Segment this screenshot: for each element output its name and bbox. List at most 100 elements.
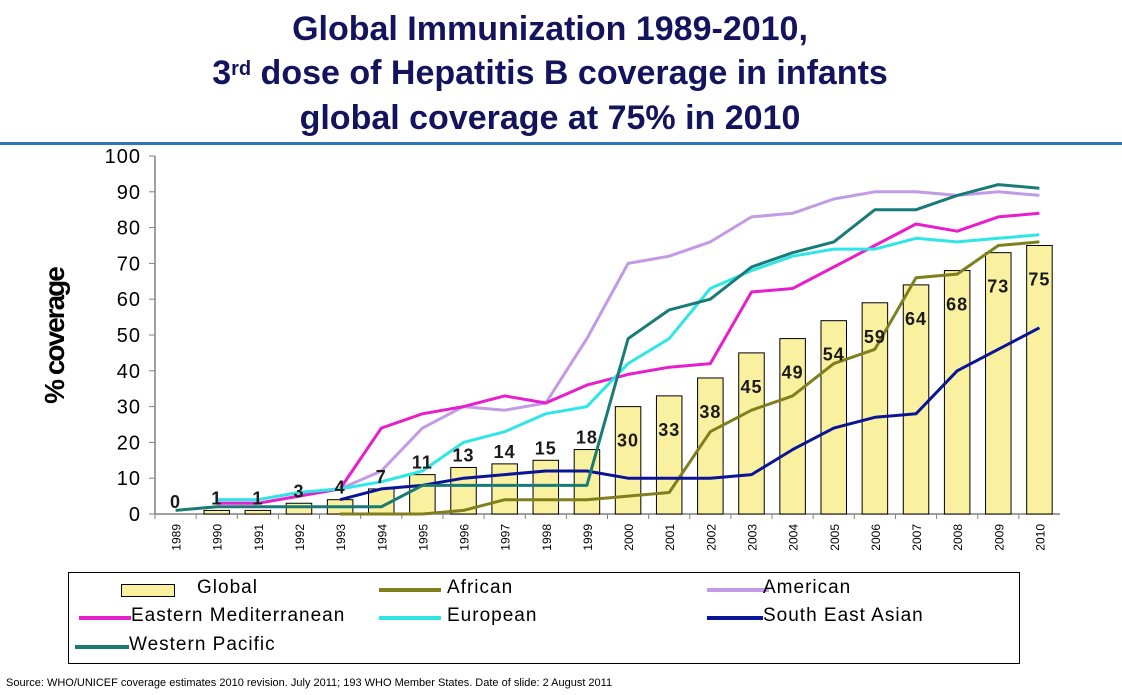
bar-global [738, 352, 765, 515]
bar-data-label: 18 [576, 428, 598, 448]
y-tick-label: 70 [117, 253, 141, 275]
legend-swatch-eastern-mediterranean [79, 616, 131, 620]
y-tick-label: 100 [105, 146, 141, 168]
y-tick-label: 40 [117, 361, 141, 383]
bar-global [820, 320, 848, 515]
x-tick-label: 2008 [951, 524, 965, 551]
legend-label-global: Global [197, 577, 258, 598]
x-tick-label: 1999 [581, 524, 595, 551]
legend-swatch-european [379, 616, 441, 620]
bar-data-label: 13 [453, 445, 475, 465]
x-tick-label: 2007 [910, 524, 924, 551]
bar-global [655, 395, 683, 515]
bar-data-label: 59 [864, 327, 886, 347]
x-tick-label: 2002 [704, 524, 718, 551]
x-tick-label: 1994 [375, 524, 389, 551]
legend-label-eastern-mediterranean: Eastern Mediterranean [131, 605, 346, 626]
x-tick-label: 2006 [869, 524, 883, 551]
series-line-south-east-asian [339, 326, 1041, 502]
x-tick-label: 2005 [828, 524, 842, 551]
bar-data-label: 0 [170, 492, 181, 512]
bar-data-label: 64 [905, 309, 927, 329]
bar-global [450, 466, 477, 515]
chart-title-line3: global coverage at 75% in 2010 [299, 99, 801, 137]
bar-data-label: 15 [535, 438, 557, 458]
y-tick-label: 10 [117, 468, 141, 490]
legend-label-south-east-asian: South East Asian [763, 605, 924, 626]
bar-global [203, 509, 230, 515]
x-tick-label: 1998 [540, 524, 554, 551]
x-tick-label: 1991 [252, 524, 266, 551]
x-tick-label: 2009 [992, 524, 1006, 551]
bar-data-label: 30 [617, 431, 639, 451]
title-divider [0, 142, 1122, 145]
bar-global [244, 509, 272, 515]
bar-global [985, 252, 1012, 515]
x-tick-label: 1992 [293, 524, 307, 551]
title-line2-post: dose of Hepatitis B coverage in infants [251, 54, 888, 92]
chart-title-line2: 3rd dose of Hepatitis B coverage in infa… [0, 52, 1100, 95]
legend-swatch-global [121, 584, 175, 597]
bar-data-label: 73 [987, 277, 1009, 297]
bar-global [943, 270, 971, 515]
x-tick-label: 1989 [170, 524, 184, 551]
x-tick-label: 2000 [622, 524, 636, 551]
y-tick-label: 20 [117, 432, 141, 454]
title-line2-sup: rd [231, 58, 252, 80]
bar-data-label: 1 [211, 488, 222, 508]
series-line-european [216, 233, 1040, 502]
bar-global [1026, 245, 1053, 515]
series-line-american [216, 190, 1040, 502]
x-tick-label: 1990 [211, 524, 225, 551]
series-line-african [340, 240, 1040, 516]
y-tick-label: 60 [117, 289, 141, 311]
bar-data-label: 7 [376, 467, 387, 487]
legend-swatch-african [379, 588, 441, 592]
bar-data-label: 33 [658, 420, 680, 440]
x-tick-label: 2003 [745, 524, 759, 551]
legend-label-american: American [763, 577, 852, 598]
bar-data-label: 1 [252, 488, 263, 508]
legend-label-african: African [447, 577, 514, 598]
x-tick-label: 2001 [663, 524, 677, 551]
x-tick-label: 1995 [416, 524, 430, 551]
legend-swatch-south-east-asian [707, 616, 763, 620]
bar-global [861, 302, 889, 515]
title-line2-pre: 3 [212, 54, 232, 92]
x-tick-label: 2010 [1033, 524, 1047, 551]
bar-data-label: 11 [412, 453, 433, 473]
bar-data-label: 68 [946, 295, 968, 315]
chart-legend: Global African American Eastern Mediterr… [68, 572, 1020, 664]
chart-title-line1: Global Immunization 1989-2010, [292, 10, 808, 48]
y-tick-label: 50 [117, 325, 141, 347]
y-tick-label: 90 [117, 182, 141, 204]
x-tick-label: 2004 [787, 524, 801, 551]
bar-data-label: 54 [823, 345, 845, 365]
y-tick-label: 0 [129, 504, 141, 526]
series-line-western-pacific [175, 183, 1040, 512]
bar-data-label: 45 [740, 377, 762, 397]
bar-global [285, 502, 313, 515]
legend-swatch-american [707, 588, 769, 592]
bar-global [779, 338, 806, 515]
legend-swatch-western-pacific [75, 645, 129, 649]
source-note: Source: WHO/UNICEF coverage estimates 20… [6, 677, 613, 689]
bar-data-label: 4 [335, 478, 346, 498]
x-tick-label: 1996 [458, 524, 472, 551]
bar-data-label: 75 [1028, 270, 1050, 290]
bar-global [409, 474, 436, 515]
bar-global [491, 463, 518, 515]
bar-data-label: 49 [782, 363, 804, 383]
bar-global [532, 459, 560, 515]
y-tick-label: 80 [117, 218, 141, 240]
bar-global [902, 284, 930, 515]
x-tick-label: 1993 [334, 524, 348, 551]
bar-data-label: 38 [699, 402, 721, 422]
legend-label-western-pacific: Western Pacific [129, 634, 276, 655]
y-tick-label: 30 [117, 397, 141, 419]
x-tick-label: 1997 [499, 524, 513, 551]
bar-data-label: 3 [293, 481, 304, 501]
bar-data-label: 14 [494, 442, 516, 462]
legend-label-european: European [447, 605, 538, 626]
